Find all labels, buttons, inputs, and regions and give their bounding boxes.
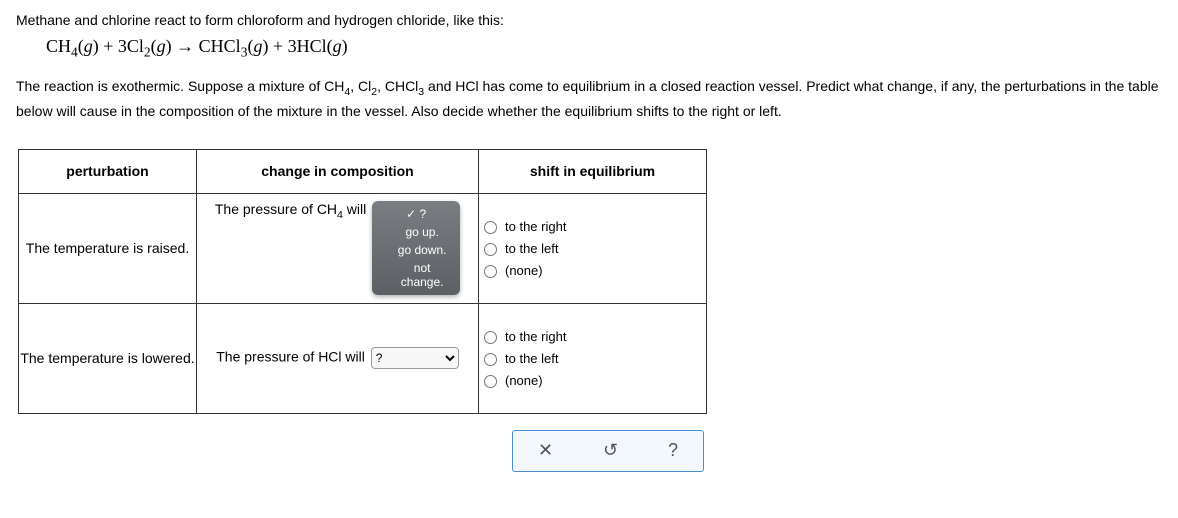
dropdown-option-down[interactable]: go down.	[372, 241, 460, 259]
equilibrium-table: perturbation change in composition shift…	[18, 149, 707, 414]
shift-label-left: to the left	[505, 241, 558, 256]
perturbation-cell: The temperature is lowered.	[19, 303, 197, 413]
perturbation-cell: The temperature is raised.	[19, 193, 197, 303]
shift-radio-left[interactable]	[484, 243, 497, 256]
dropdown-option-up[interactable]: go up.	[372, 223, 460, 241]
shift-cell: to the right to the left (none)	[479, 303, 707, 413]
description-text: The reaction is exothermic. Suppose a mi…	[16, 75, 1162, 123]
dropdown-option-placeholder[interactable]: ?	[372, 205, 460, 223]
reset-icon[interactable]: ↻	[603, 440, 618, 461]
footer-toolbar: ✕ ↻ ?	[512, 430, 704, 472]
change-prefix: The pressure of HCl will	[216, 349, 369, 365]
reaction-equation: CH4(g) + 3Cl2(g) → CHCl3(g) + 3HCl(g)	[46, 36, 1162, 61]
header-shift: shift in equilibrium	[479, 149, 707, 193]
shift-radio-none[interactable]	[484, 375, 497, 388]
dropdown-option-same[interactable]: not change.	[372, 259, 460, 291]
clear-icon[interactable]: ✕	[538, 440, 553, 461]
shift-label-right: to the right	[505, 329, 566, 344]
shift-label-none: (none)	[505, 373, 543, 388]
shift-label-right: to the right	[505, 219, 566, 234]
shift-radio-none[interactable]	[484, 265, 497, 278]
composition-dropdown[interactable]: ?	[371, 347, 459, 369]
shift-radio-right[interactable]	[484, 221, 497, 234]
header-perturbation: perturbation	[19, 149, 197, 193]
change-cell: The pressure of HCl will ?	[197, 303, 479, 413]
change-cell: The pressure of CH4 will ?go up.go down.…	[197, 193, 479, 303]
header-change: change in composition	[197, 149, 479, 193]
help-icon[interactable]: ?	[668, 440, 678, 461]
shift-cell: to the right to the left (none)	[479, 193, 707, 303]
composition-dropdown-open[interactable]: ?go up.go down.not change.	[372, 201, 460, 295]
shift-radio-right[interactable]	[484, 331, 497, 344]
shift-radio-left[interactable]	[484, 353, 497, 366]
shift-label-left: to the left	[505, 351, 558, 366]
change-prefix: The pressure of CH4 will	[215, 201, 370, 217]
shift-label-none: (none)	[505, 263, 543, 278]
intro-text: Methane and chlorine react to form chlor…	[16, 12, 1162, 28]
